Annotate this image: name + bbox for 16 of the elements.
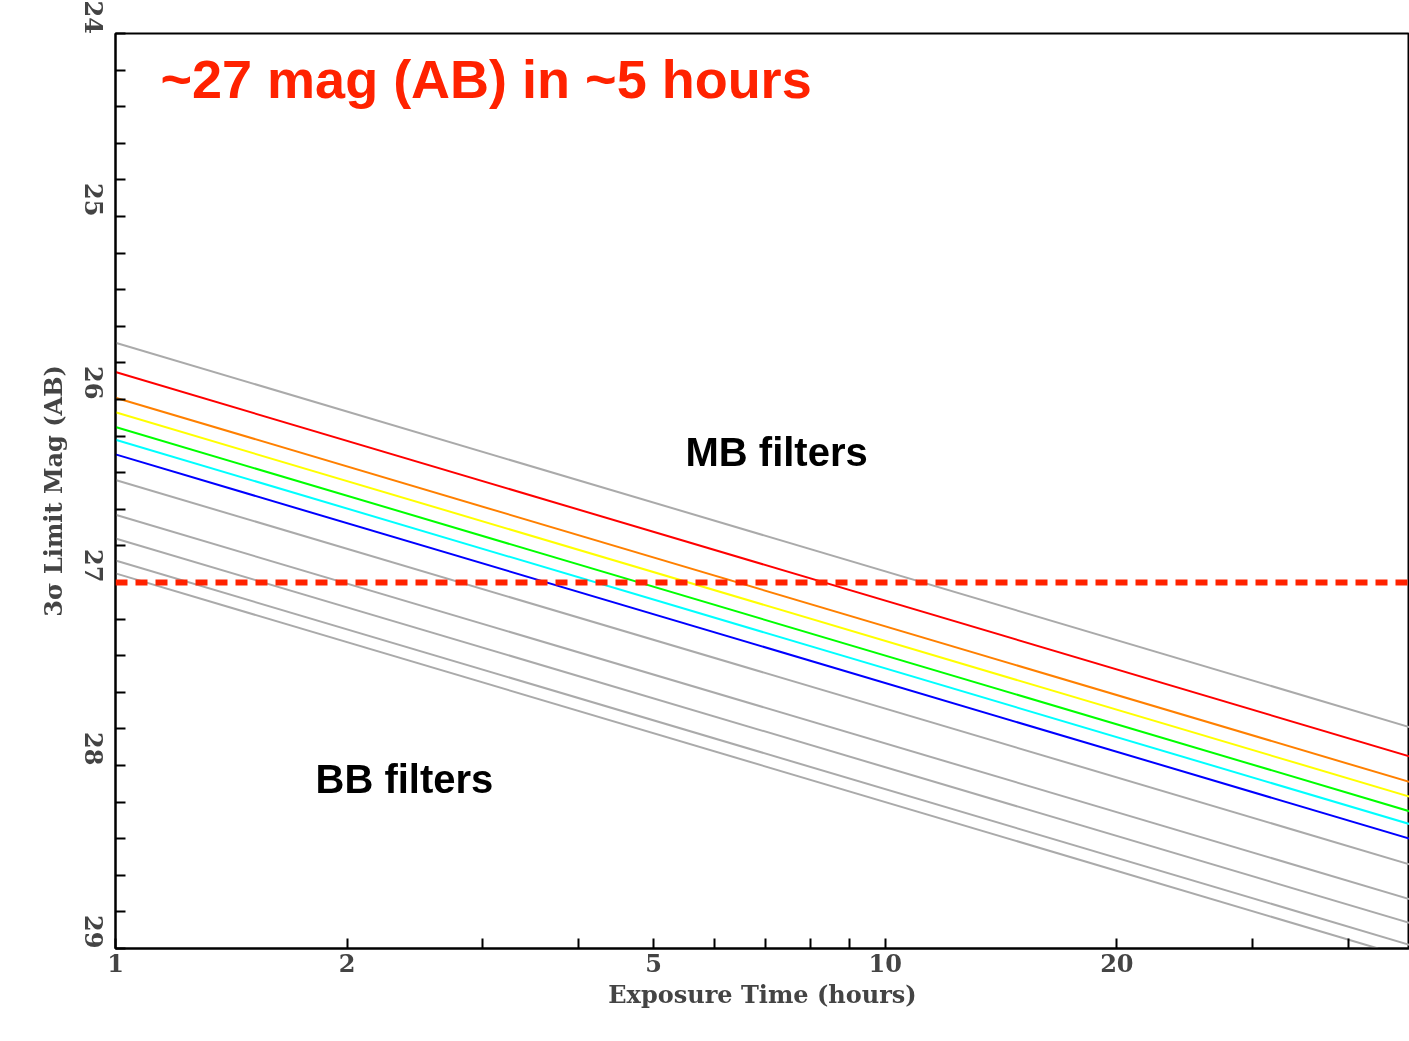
y-tick-label: 25 xyxy=(78,183,108,217)
y-tick-label: 29 xyxy=(78,915,108,949)
y-tick-label: 28 xyxy=(78,732,108,766)
x-tick-label: 5 xyxy=(645,948,662,978)
x-tick-label: 10 xyxy=(868,948,902,978)
x-tick-label: 2 xyxy=(338,948,356,978)
x-tick-label: 1 xyxy=(107,948,124,978)
y-tick-label: 27 xyxy=(78,549,108,583)
y-tick-label: 26 xyxy=(78,366,108,400)
x-axis-title: Exposure Time (hours) xyxy=(608,979,917,1009)
x-tick-label: 20 xyxy=(1100,948,1134,978)
y-tick-label: 24 xyxy=(78,0,108,34)
annotation: MB filters xyxy=(685,429,868,474)
y-axis-title: 3σ Limit Mag (AB) xyxy=(38,365,68,617)
annotation: ~27 mag (AB) in ~5 hours xyxy=(160,48,812,109)
annotation: BB filters xyxy=(315,756,494,801)
